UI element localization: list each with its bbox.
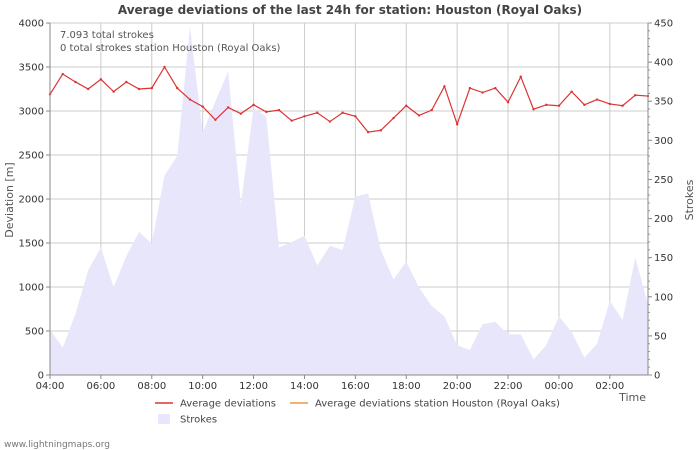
deviation-point bbox=[201, 105, 204, 108]
y-axis-label: Deviation [m] bbox=[3, 162, 16, 237]
deviation-point bbox=[455, 123, 459, 126]
y2-axis-label: Strokes bbox=[683, 179, 696, 220]
deviation-point bbox=[277, 108, 281, 112]
y2-tick-label: 400 bbox=[654, 58, 673, 69]
deviation-point bbox=[506, 101, 510, 104]
deviation-point bbox=[430, 108, 433, 112]
chart-title: Average deviations of the last 24h for s… bbox=[118, 3, 582, 17]
axes: 0 500 1000 1500 2000 2500 3000 3500 4000 0 50 100 15… bbox=[19, 19, 674, 393]
y2-tick-label: 350 bbox=[654, 97, 673, 108]
legend: Average deviations Average deviations sta… bbox=[155, 399, 560, 426]
x-tick-label: 22:00 bbox=[494, 381, 523, 392]
y2-tick-label: 0 bbox=[654, 371, 660, 382]
deviation-point bbox=[150, 86, 153, 90]
deviation-point bbox=[290, 119, 293, 122]
deviation-point bbox=[532, 108, 535, 111]
annotation-station-strokes: 0 total strokes station Houston (Royal O… bbox=[60, 43, 281, 54]
deviation-point bbox=[99, 78, 103, 81]
annotation-total-strokes: 7.093 total strokes bbox=[60, 30, 154, 41]
x-tick-label: 08:00 bbox=[137, 381, 166, 392]
y-tick-label: 4000 bbox=[19, 19, 44, 30]
deviation-point bbox=[557, 104, 561, 107]
deviation-point bbox=[379, 129, 383, 132]
deviation-point bbox=[417, 114, 421, 117]
x-tick-label: 06:00 bbox=[86, 381, 115, 392]
deviation-point bbox=[239, 112, 243, 115]
y-tick-label: 2500 bbox=[19, 151, 44, 162]
x-tick-label: 20:00 bbox=[443, 381, 472, 392]
y-tick-label: 1500 bbox=[19, 239, 44, 250]
strokes-area-group bbox=[50, 26, 648, 376]
x-tick-label: 14:00 bbox=[290, 381, 319, 392]
y-tick-label: 3500 bbox=[19, 63, 44, 74]
y-tick-label: 2000 bbox=[19, 195, 44, 206]
deviation-point bbox=[61, 72, 64, 76]
deviation-point bbox=[176, 86, 179, 90]
deviation-point bbox=[595, 98, 599, 101]
deviation-point bbox=[519, 75, 522, 78]
deviation-line bbox=[49, 65, 649, 133]
deviation-point bbox=[74, 80, 77, 84]
deviation-point bbox=[226, 106, 230, 109]
deviation-point bbox=[112, 90, 115, 93]
y2-tick-label: 100 bbox=[654, 292, 673, 303]
x-tick-label: 04:00 bbox=[36, 381, 65, 392]
deviation-point bbox=[608, 102, 612, 106]
deviation-point bbox=[214, 118, 217, 122]
x-axis-label: Time bbox=[618, 391, 646, 404]
y2-tick-label: 250 bbox=[654, 175, 673, 186]
deviation-point bbox=[545, 103, 548, 107]
y-tick-label: 1000 bbox=[19, 283, 44, 294]
deviation-point bbox=[366, 130, 370, 134]
deviation-point bbox=[570, 90, 573, 93]
deviation-point bbox=[341, 111, 344, 114]
deviation-point bbox=[494, 86, 497, 90]
y2-tick-label: 300 bbox=[654, 136, 673, 147]
x-tick-label: 10:00 bbox=[188, 381, 217, 392]
y2-tick-label: 200 bbox=[654, 214, 673, 225]
deviation-point bbox=[405, 104, 408, 107]
y2-tick-label: 450 bbox=[654, 19, 673, 30]
watermark: www.lightningmaps.org bbox=[4, 440, 110, 450]
legend-swatch-strokes bbox=[158, 414, 170, 424]
strokes-area bbox=[50, 26, 648, 376]
deviation-point bbox=[163, 65, 166, 69]
x-tick-label: 02:00 bbox=[595, 381, 624, 392]
deviation-point bbox=[303, 115, 306, 118]
deviation-point bbox=[468, 86, 472, 90]
deviation-point bbox=[328, 120, 332, 123]
deviation-point bbox=[392, 116, 395, 120]
y2-tick-label: 50 bbox=[654, 331, 667, 342]
x-tick-label: 16:00 bbox=[341, 381, 370, 392]
y-tick-label: 0 bbox=[38, 371, 44, 382]
deviation-point bbox=[188, 98, 192, 101]
deviation-point bbox=[86, 87, 90, 91]
deviation-point bbox=[354, 115, 357, 118]
deviation-point bbox=[443, 85, 446, 88]
deviation-point bbox=[634, 93, 637, 97]
y2-tick-label: 150 bbox=[654, 253, 673, 264]
deviation-point bbox=[481, 91, 484, 94]
deviation-point bbox=[252, 103, 255, 107]
deviation-point bbox=[125, 80, 128, 84]
deviation-line-group bbox=[48, 65, 650, 134]
x-tick-label: 12:00 bbox=[239, 381, 268, 392]
deviation-point bbox=[265, 110, 268, 114]
legend-label: Average deviations station Houston (Roya… bbox=[315, 399, 560, 410]
legend-label: Strokes bbox=[180, 415, 217, 426]
deviation-point bbox=[137, 87, 141, 91]
x-tick-label: 18:00 bbox=[392, 381, 421, 392]
y-tick-label: 500 bbox=[25, 327, 44, 338]
deviation-point bbox=[583, 103, 586, 107]
deviation-point bbox=[315, 111, 319, 114]
legend-label: Average deviations bbox=[180, 399, 276, 410]
y-tick-label: 3000 bbox=[19, 107, 44, 118]
x-tick-label: 00:00 bbox=[545, 381, 574, 392]
deviation-point bbox=[621, 104, 624, 107]
